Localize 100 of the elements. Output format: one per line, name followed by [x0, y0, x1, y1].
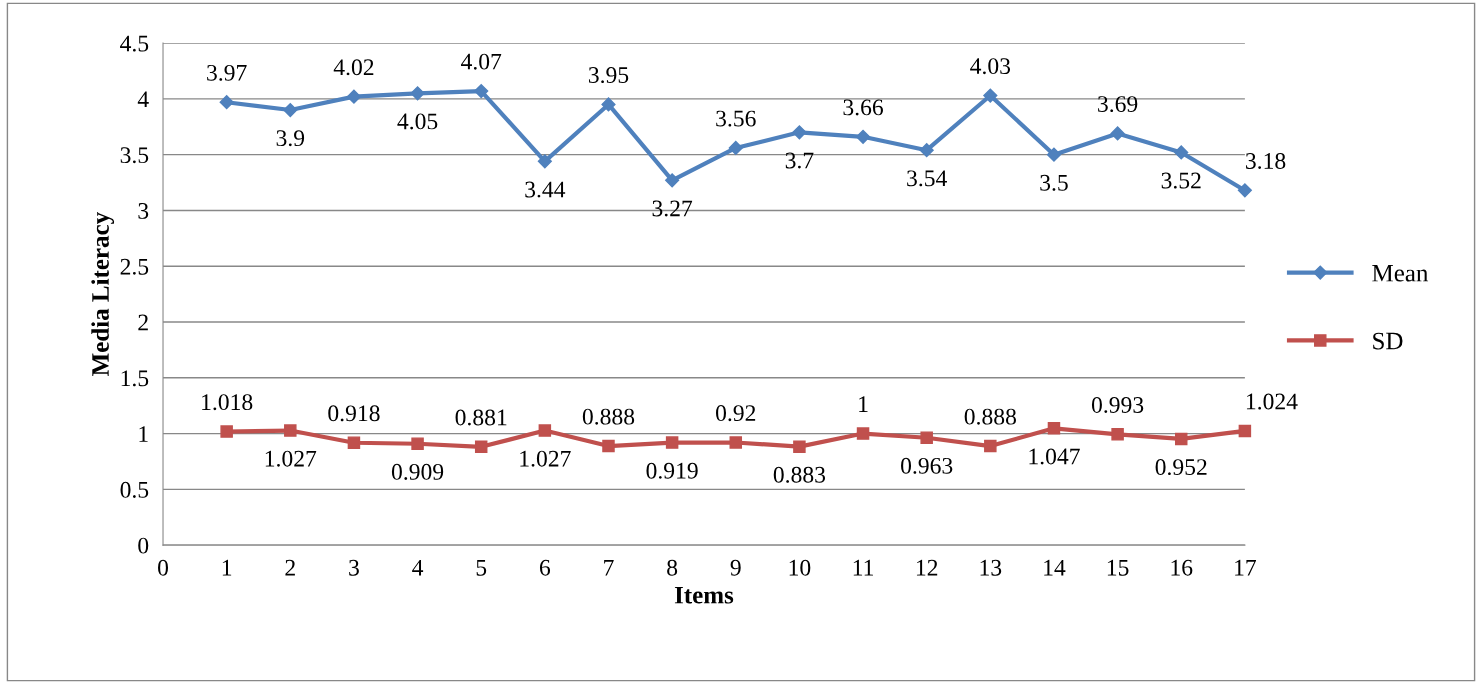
point	[729, 436, 743, 449]
data-label: 3.69	[1098, 96, 1138, 113]
point	[919, 143, 934, 158]
point	[1174, 145, 1189, 160]
point	[347, 436, 361, 449]
point	[1110, 126, 1125, 141]
data-label: 1.047	[1029, 448, 1080, 465]
data-label: 0.888	[582, 408, 635, 425]
data-label: 3.9	[276, 130, 305, 147]
point	[856, 427, 870, 440]
data-label: 3.97	[207, 64, 247, 81]
point	[665, 436, 679, 449]
data-label: 3.44	[525, 181, 566, 198]
point	[983, 88, 998, 103]
point	[665, 173, 680, 188]
data-label: 0.993	[1091, 396, 1144, 413]
x-tick-label: 0	[158, 559, 169, 576]
data-label: 4.03	[970, 58, 1011, 75]
data-label: 3.52	[1161, 172, 1201, 189]
point	[1046, 147, 1062, 162]
x-tick-label: 11	[853, 559, 873, 576]
data-label: 0.918	[328, 405, 380, 422]
point	[411, 437, 424, 450]
y-tick-label: 0	[138, 537, 149, 554]
point	[538, 424, 552, 437]
data-label: 3.27	[652, 200, 693, 217]
point	[728, 140, 743, 156]
x-tick-label: 16	[1171, 559, 1193, 576]
data-label: 0.92	[716, 405, 756, 422]
data-label: 1.024	[1246, 393, 1298, 410]
data-label: 0.881	[455, 409, 507, 426]
data-label: 3.54	[907, 170, 947, 187]
data-label: 0.909	[391, 463, 444, 480]
point	[537, 154, 552, 169]
point	[792, 125, 807, 140]
data-label: 4.07	[461, 53, 502, 70]
x-tick-label: 13	[980, 559, 1002, 576]
x-tick-label: 10	[789, 559, 811, 576]
data-label: 3.66	[843, 99, 883, 116]
point	[1237, 183, 1252, 198]
x-tick-label: 9	[730, 559, 741, 576]
point	[1111, 428, 1124, 441]
data-label: 1.027	[520, 450, 571, 467]
point	[1047, 422, 1061, 435]
x-tick-label: 8	[667, 559, 678, 576]
point	[410, 86, 425, 101]
y-tick-label: 1	[139, 426, 148, 442]
y-tick-label: 2.5	[120, 258, 149, 275]
point	[984, 439, 997, 453]
data-label: 0.963	[901, 457, 953, 474]
data-label: 0.952	[1155, 459, 1207, 476]
x-tick-label: 15	[1107, 559, 1129, 576]
point	[220, 425, 233, 438]
point	[601, 97, 616, 112]
y-tick-label: 1.5	[121, 370, 149, 387]
legend-label: SD	[1373, 332, 1403, 350]
legend-label: Mean	[1372, 264, 1429, 282]
x-tick-label: 3	[349, 559, 359, 576]
point	[283, 102, 298, 118]
y-tick-label: 4.5	[120, 35, 149, 52]
x-tick-label: 5	[476, 559, 487, 576]
data-label: 1.027	[265, 450, 317, 467]
y-tick-label: 0.5	[120, 481, 149, 498]
x-tick-label: 4	[412, 559, 424, 576]
y-tick-label: 3.5	[120, 147, 149, 164]
data-label: 0.883	[773, 466, 826, 483]
point	[1238, 424, 1252, 438]
data-label: 4.02	[333, 59, 374, 76]
data-label: 3.56	[716, 110, 756, 127]
x-tick-label: 6	[539, 559, 551, 576]
data-label: 3.5	[1040, 174, 1068, 191]
point	[1174, 432, 1188, 446]
data-label: 4.05	[397, 113, 438, 130]
point	[219, 95, 234, 110]
y-axis-title: Media Literacy	[91, 212, 115, 376]
point	[602, 439, 615, 453]
x-tick-label: 7	[604, 559, 614, 576]
y-tick-label: 2	[138, 314, 148, 331]
point	[920, 431, 933, 444]
data-label: 1	[859, 396, 868, 412]
data-label: 3.18	[1246, 152, 1286, 169]
data-label: 3.7	[785, 152, 814, 169]
y-tick-label: 3	[138, 203, 149, 219]
x-tick-label: 2	[285, 559, 295, 576]
point	[346, 89, 362, 104]
point	[474, 440, 488, 454]
data-label: 1.018	[202, 394, 253, 411]
x-axis-title: Items	[674, 586, 734, 604]
x-tick-label: 12	[916, 559, 938, 576]
point	[793, 440, 806, 453]
data-label: 0.888	[964, 408, 1016, 425]
x-tick-label: 17	[1235, 559, 1257, 576]
point	[474, 83, 489, 99]
data-label: 3.95	[588, 67, 629, 84]
y-tick-label: 4	[137, 91, 149, 108]
x-tick-label: 14	[1044, 559, 1066, 576]
data-label: 0.919	[646, 462, 698, 479]
point	[855, 129, 871, 144]
point	[284, 424, 297, 437]
x-tick-label: 1	[222, 559, 232, 576]
